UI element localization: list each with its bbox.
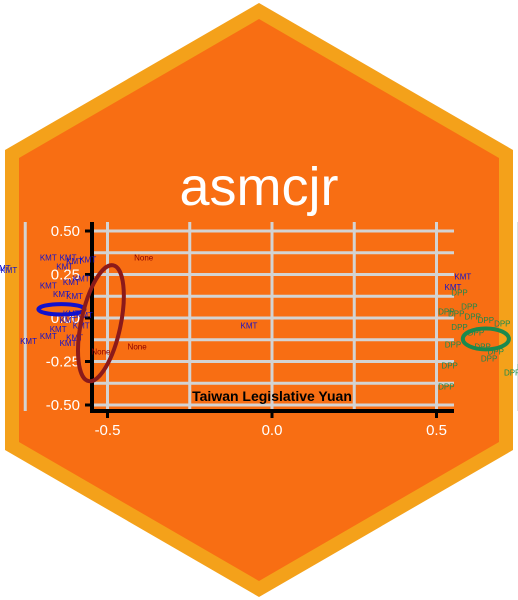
point-kmt: KMT bbox=[76, 311, 93, 320]
point-kmt: KMT bbox=[66, 334, 83, 343]
point-kmt: KMT bbox=[60, 254, 77, 263]
point-kmt: KMT bbox=[241, 321, 258, 330]
point-dpp: DPP bbox=[451, 323, 467, 332]
point-dpp: DPP bbox=[468, 328, 484, 337]
x-tick-labels: -1.0-0.50.00.51.0 bbox=[95, 422, 447, 439]
chart-title: Taiwan Legislative Yuan bbox=[192, 388, 352, 404]
point-dpp: DPP bbox=[448, 309, 464, 318]
y-tick-label: 0.50 bbox=[51, 223, 80, 240]
point-kmt: KMT bbox=[60, 316, 77, 325]
point-dpp: DPP bbox=[464, 313, 480, 322]
y-tick-labels: 0.500.250.00-0.25-0.50 bbox=[46, 223, 80, 414]
point-dpp: DPP bbox=[478, 316, 494, 325]
logo-title: asmcjr bbox=[180, 157, 339, 217]
hex-face bbox=[19, 19, 499, 581]
point-kmt: KMT bbox=[20, 337, 37, 346]
point-kmt: KMT bbox=[454, 273, 471, 282]
y-tick-label: 0.25 bbox=[51, 267, 80, 284]
scatter-chart: -1.0-0.50.00.51.0 0.500.250.00-0.25-0.50… bbox=[0, 222, 518, 439]
point-dpp: DPP bbox=[481, 355, 497, 364]
point-kmt: KMT bbox=[53, 290, 70, 299]
point-dpp: DPP bbox=[504, 368, 518, 377]
point-dpp: DPP bbox=[441, 361, 457, 370]
chart-grid bbox=[23, 222, 518, 411]
party-ellipses bbox=[36, 263, 511, 384]
point-dpp: DPP bbox=[494, 320, 510, 329]
point-dpp: DPP bbox=[451, 288, 467, 297]
point-dpp: DPP bbox=[487, 348, 503, 357]
point-kmt: KMT bbox=[445, 283, 462, 292]
x-tick-label: 0.5 bbox=[426, 422, 447, 439]
point-dpp: DPP bbox=[445, 341, 461, 350]
point-kmt: KMT bbox=[79, 255, 96, 264]
y-tick-label: -0.25 bbox=[46, 354, 80, 371]
ellipse-dpp bbox=[460, 326, 511, 352]
point-kmt: KMT bbox=[40, 254, 57, 263]
point-kmt: KMT bbox=[60, 339, 77, 348]
point-kmt: KMT bbox=[73, 274, 90, 283]
point-dpp: DPP bbox=[438, 308, 454, 317]
point-kmt: KMT bbox=[0, 264, 11, 273]
y-tick-label: -0.50 bbox=[46, 397, 80, 414]
x-tick-label: -0.5 bbox=[95, 422, 121, 439]
point-kmt: KMT bbox=[66, 292, 83, 301]
x-tick-label: 0.0 bbox=[262, 422, 283, 439]
point-kmt: KMT bbox=[40, 281, 57, 290]
point-none: None bbox=[91, 348, 111, 357]
point-dpp: DPP bbox=[474, 342, 490, 351]
point-dpp: DPP bbox=[461, 302, 477, 311]
point-kmt: KMT bbox=[50, 325, 67, 334]
point-none: None bbox=[128, 342, 148, 351]
point-kmt: KMT bbox=[40, 332, 57, 341]
ellipse-none bbox=[76, 263, 126, 384]
point-kmt: KMT bbox=[0, 266, 17, 275]
point-none: None bbox=[134, 254, 154, 263]
point-kmt: KMT bbox=[63, 278, 80, 287]
point-kmt: KMT bbox=[66, 257, 83, 266]
point-kmt: KMT bbox=[56, 262, 73, 271]
point-dpp: DPP bbox=[438, 382, 454, 391]
